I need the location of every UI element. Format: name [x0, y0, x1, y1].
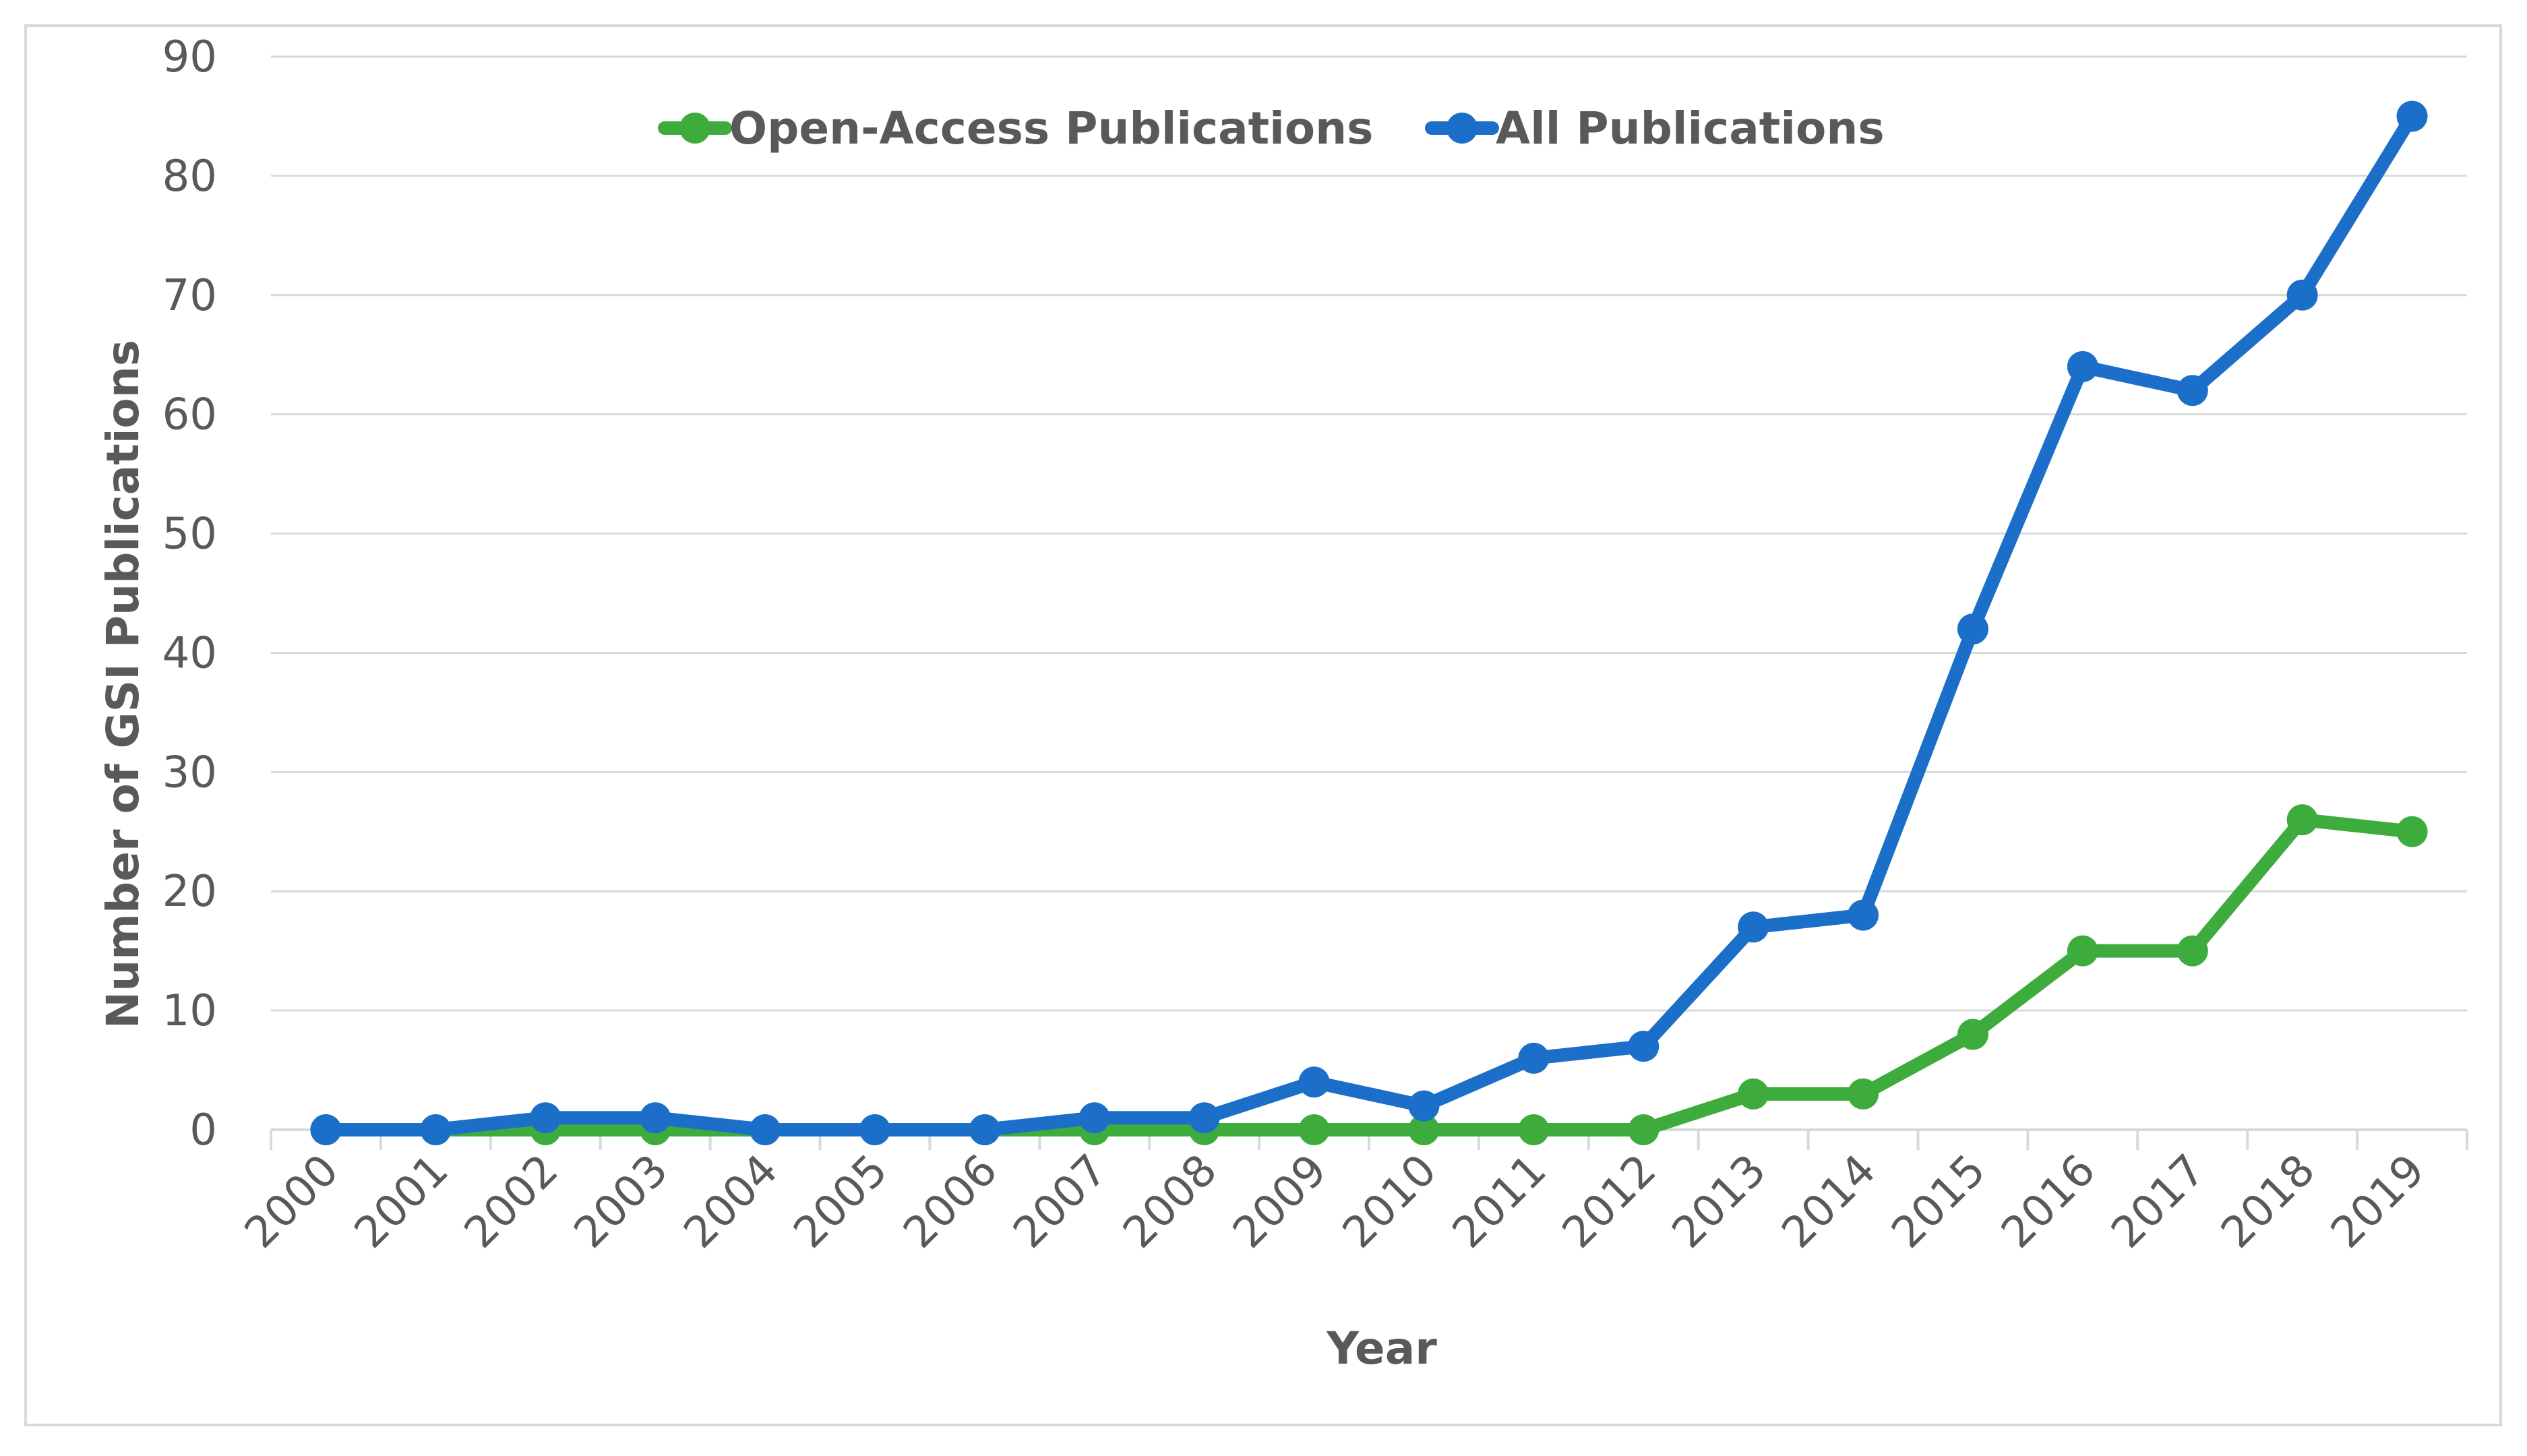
y-tick-label: 50 — [162, 510, 217, 559]
x-tick-label: 2003 — [565, 1145, 677, 1258]
data-point — [969, 1114, 1000, 1145]
x-tick-label: 2013 — [1663, 1145, 1775, 1258]
x-tick-label: 2001 — [345, 1145, 458, 1258]
x-tick-label: 2016 — [1992, 1145, 2105, 1258]
x-tick-label: 2011 — [1443, 1145, 1556, 1258]
data-point — [2176, 375, 2208, 406]
data-point — [1078, 1102, 1110, 1134]
data-point — [750, 1114, 781, 1145]
y-axis-ticks: 0 10 20 30 40 50 60 70 80 90 — [162, 32, 217, 1155]
data-point — [1298, 1114, 1330, 1145]
y-tick-label: 30 — [162, 748, 217, 797]
series-1 — [310, 100, 2428, 1145]
data-point — [2286, 279, 2318, 311]
y-tick-label: 20 — [162, 867, 217, 917]
data-point — [1408, 1114, 1440, 1145]
data-point — [2396, 816, 2428, 847]
data-point — [1738, 1078, 1769, 1110]
legend-swatch-marker — [679, 113, 710, 144]
y-tick-label: 0 — [189, 1105, 217, 1155]
x-tick-label: 2012 — [1553, 1145, 1666, 1258]
x-tick-label: 2014 — [1773, 1145, 1885, 1258]
x-tick-label: 2017 — [2102, 1145, 2215, 1258]
y-tick-label: 70 — [162, 271, 217, 321]
data-point — [1628, 1114, 1660, 1145]
data-point — [310, 1114, 342, 1145]
x-tick-label: 2007 — [1004, 1145, 1117, 1258]
x-tick-label: 2002 — [455, 1145, 568, 1258]
gridlines — [271, 55, 2467, 1012]
x-tick-label: 2008 — [1114, 1145, 1226, 1258]
data-point — [1957, 613, 1988, 645]
legend: Open-Access Publications All Publications — [658, 102, 1885, 154]
legend-item: Open-Access Publications — [658, 102, 1373, 154]
legend-label: All Publications — [1496, 102, 1885, 154]
y-tick-label: 10 — [162, 986, 217, 1036]
data-point — [1188, 1102, 1220, 1134]
data-point — [1957, 1019, 1988, 1050]
chart-frame — [24, 24, 2502, 1426]
x-axis-title: Year — [1326, 1323, 1437, 1374]
y-axis-title: Number of GSI Publications — [97, 340, 149, 1029]
data-point — [1518, 1114, 1550, 1145]
data-point — [1738, 911, 1769, 943]
y-tick-label: 90 — [162, 32, 217, 82]
x-tick-label: 2004 — [675, 1145, 787, 1258]
data-point — [1848, 899, 1879, 931]
data-point — [1848, 1078, 1879, 1110]
legend-item: All Publications — [1425, 102, 1885, 154]
x-tick-label: 2005 — [785, 1145, 897, 1258]
data-point — [2176, 935, 2208, 967]
y-tick-label: 80 — [162, 152, 217, 202]
x-tick-label: 2015 — [1883, 1145, 1995, 1258]
series-line — [319, 109, 2419, 1136]
legend-label: Open-Access Publications — [729, 102, 1373, 154]
data-point — [2286, 804, 2318, 836]
series-line — [319, 813, 2419, 1136]
data-point — [2067, 935, 2098, 967]
data-point — [1408, 1090, 1440, 1122]
data-point — [2067, 351, 2098, 382]
legend-swatch-marker — [1447, 113, 1478, 144]
x-tick-label: 2000 — [235, 1145, 348, 1258]
x-tick-label: 2018 — [2212, 1145, 2324, 1258]
data-point — [1518, 1042, 1550, 1074]
data-point — [420, 1114, 452, 1145]
y-tick-label: 40 — [162, 628, 217, 678]
y-tick-label: 60 — [162, 390, 217, 440]
data-point — [1298, 1066, 1330, 1098]
x-tick-label: 2009 — [1223, 1145, 1336, 1258]
data-point — [640, 1102, 671, 1134]
data-point — [2396, 100, 2428, 132]
data-point — [530, 1102, 561, 1134]
series-lines — [310, 100, 2428, 1145]
data-point — [1628, 1031, 1660, 1062]
x-axis-ticks: 2000200120022003200420052006200720082009… — [235, 1145, 2435, 1258]
x-tick-label: 2006 — [894, 1145, 1007, 1258]
data-point — [859, 1114, 890, 1145]
x-tick-label: 2010 — [1333, 1145, 1446, 1258]
x-tick-label: 2019 — [2321, 1145, 2434, 1258]
